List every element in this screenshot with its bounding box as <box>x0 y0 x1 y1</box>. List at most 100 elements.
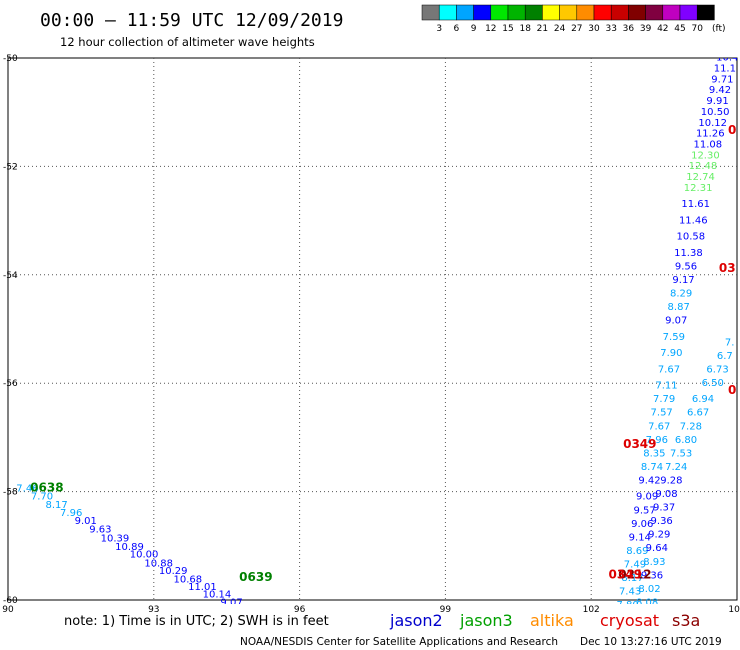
satellite-legend-cryosat: cryosat <box>600 611 659 630</box>
wave-height-label: 10.50 <box>701 107 730 118</box>
wave-height-label: 7.57 <box>651 408 673 419</box>
wave-height-label: 7.11 <box>655 381 677 392</box>
pass-time-label: 0 <box>728 123 736 137</box>
wave-height-label: 8.02 <box>638 584 660 595</box>
plot-area: 90939699102105 -50-52-54-56-58-60 7.467.… <box>2 53 740 615</box>
y-tick-label: -60 <box>3 596 18 606</box>
wave-height-label: 11.46 <box>679 215 708 226</box>
wave-height-label: 9.42 <box>709 85 731 96</box>
satellite-legend: jason2 jason3 altika cryosat s3a <box>389 611 700 630</box>
colorbar-label: 24 <box>554 24 566 34</box>
y-tick-labels: -50 -52 -54 -56 -58 -60 <box>3 54 18 606</box>
colorbar-label: 33 <box>605 24 616 34</box>
colorbar-swatch <box>576 4 595 21</box>
colorbar-swatch <box>593 4 612 21</box>
wave-height-label: 9.71 <box>711 74 733 85</box>
wave-height-label: 8.74 <box>641 462 663 473</box>
colorbar-label: 70 <box>691 24 703 34</box>
x-tick-label: 102 <box>583 605 600 615</box>
y-tick-label: -56 <box>3 379 18 389</box>
colorbar-label: 18 <box>519 24 531 34</box>
wave-height-label: 11.08 <box>694 139 723 150</box>
wave-height-label: 7.49 <box>624 559 646 570</box>
colorbar-label: 42 <box>657 24 668 34</box>
wave-height-label: 10.89 <box>115 542 144 553</box>
colorbar-swatch <box>456 4 474 21</box>
y-tick-label: -52 <box>3 162 18 172</box>
wave-height-label: 7.53 <box>670 448 692 459</box>
wave-height-label: 9.91 <box>706 96 728 107</box>
wave-height-label: 11.1 <box>714 64 736 75</box>
wave-height-label: 9.07 <box>220 597 242 608</box>
pass-time-label: 03 <box>719 261 736 275</box>
chart-title: 00:00 – 11:59 UTC 12/09/2019 <box>40 10 343 31</box>
wave-height-label: 6.80 <box>675 435 697 446</box>
pass-time-label: 0 <box>728 383 736 397</box>
wave-height-label: 7.90 <box>660 348 682 359</box>
footer-credit: NOAA/NESDIS Center for Satellite Applica… <box>240 636 558 648</box>
colorbar-label: 21 <box>537 24 548 34</box>
colorbar-label: 6 <box>454 24 460 34</box>
wave-height-label: 7.96 <box>646 435 668 446</box>
wave-height-label: 12.30 <box>691 150 720 161</box>
wave-height-label: 11.01 <box>188 582 217 593</box>
x-tick-label: 99 <box>440 605 452 615</box>
wave-height-label: 6.94 <box>692 394 714 405</box>
wave-height-label: 9.01 <box>75 516 97 527</box>
colorbar-swatch <box>524 4 543 21</box>
pass-time-label: 0638 <box>30 481 63 495</box>
wave-height-label: 7.46 <box>16 484 38 495</box>
wave-height-label: 9.42 <box>638 475 660 486</box>
footer-note: note: 1) Time is in UTC; 2) SWH is in fe… <box>64 614 329 629</box>
colorbar-label: 30 <box>588 24 600 34</box>
wave-height-label: 7.24 <box>665 462 687 473</box>
wave-height-label: 8.87 <box>668 302 690 313</box>
wave-height-label: 10.12 <box>698 118 727 129</box>
wave-height-label: 10.4 <box>716 53 738 64</box>
gridlines <box>8 58 737 600</box>
wave-height-label: 10.39 <box>101 533 130 544</box>
x-tick-label: 93 <box>148 605 159 615</box>
y-tick-label: -50 <box>3 54 18 64</box>
colorbar-swatch <box>421 4 440 21</box>
wave-height-label: 6.50 <box>702 378 724 389</box>
wave-height-label: 9.36 <box>641 570 663 581</box>
wave-height-label: 7.80 <box>617 600 639 611</box>
wave-height-label: 9.29 <box>648 530 670 541</box>
colorbar-label: 3 <box>436 24 442 34</box>
colorbar-swatch <box>473 4 492 21</box>
wave-height-label: 9.36 <box>651 516 673 527</box>
wave-height-label: 10.68 <box>173 575 202 586</box>
wave-height-label: 12.48 <box>689 161 718 172</box>
wave-height-label: 9.08 <box>655 489 677 500</box>
wave-height-label: 6.7 <box>717 351 733 362</box>
colorbar-swatch <box>490 4 509 21</box>
wave-height-label: 8.35 <box>643 448 665 459</box>
colorbar-swatch <box>559 4 578 21</box>
wave-height-label: 8.93 <box>643 557 665 568</box>
wave-height-label: 7.79 <box>653 394 675 405</box>
colorbar-swatch <box>696 4 715 21</box>
wave-height-label: 8.17 <box>621 573 643 584</box>
wave-height-label: 9.63 <box>89 524 111 535</box>
x-tick-label: 90 <box>2 605 14 615</box>
wave-height-label: 7.28 <box>680 421 702 432</box>
colorbar-swatch <box>438 4 457 21</box>
wave-height-label: 11.26 <box>696 129 725 140</box>
wave-height-label: 11.61 <box>681 199 710 210</box>
wave-height-label: 9.07 <box>665 316 687 327</box>
colorbar-unit: (ft) <box>712 24 726 34</box>
wave-height-label: 7.67 <box>648 421 670 432</box>
wave-height-label: 9.57 <box>634 505 656 516</box>
wave-height-label: 9.06 <box>631 519 653 530</box>
wave-height-label: 9.17 <box>672 275 694 286</box>
satellite-legend-jason3: jason3 <box>459 611 513 630</box>
pass-time-label: 0639 <box>239 570 272 584</box>
colorbar-label: 15 <box>502 24 513 34</box>
colorbar-swatch <box>679 4 698 21</box>
x-tick-labels: 90 93 96 99 102 105 <box>2 605 740 615</box>
wave-height-label: 9.64 <box>646 543 668 554</box>
wave-height-label: 8.08 <box>636 597 658 608</box>
